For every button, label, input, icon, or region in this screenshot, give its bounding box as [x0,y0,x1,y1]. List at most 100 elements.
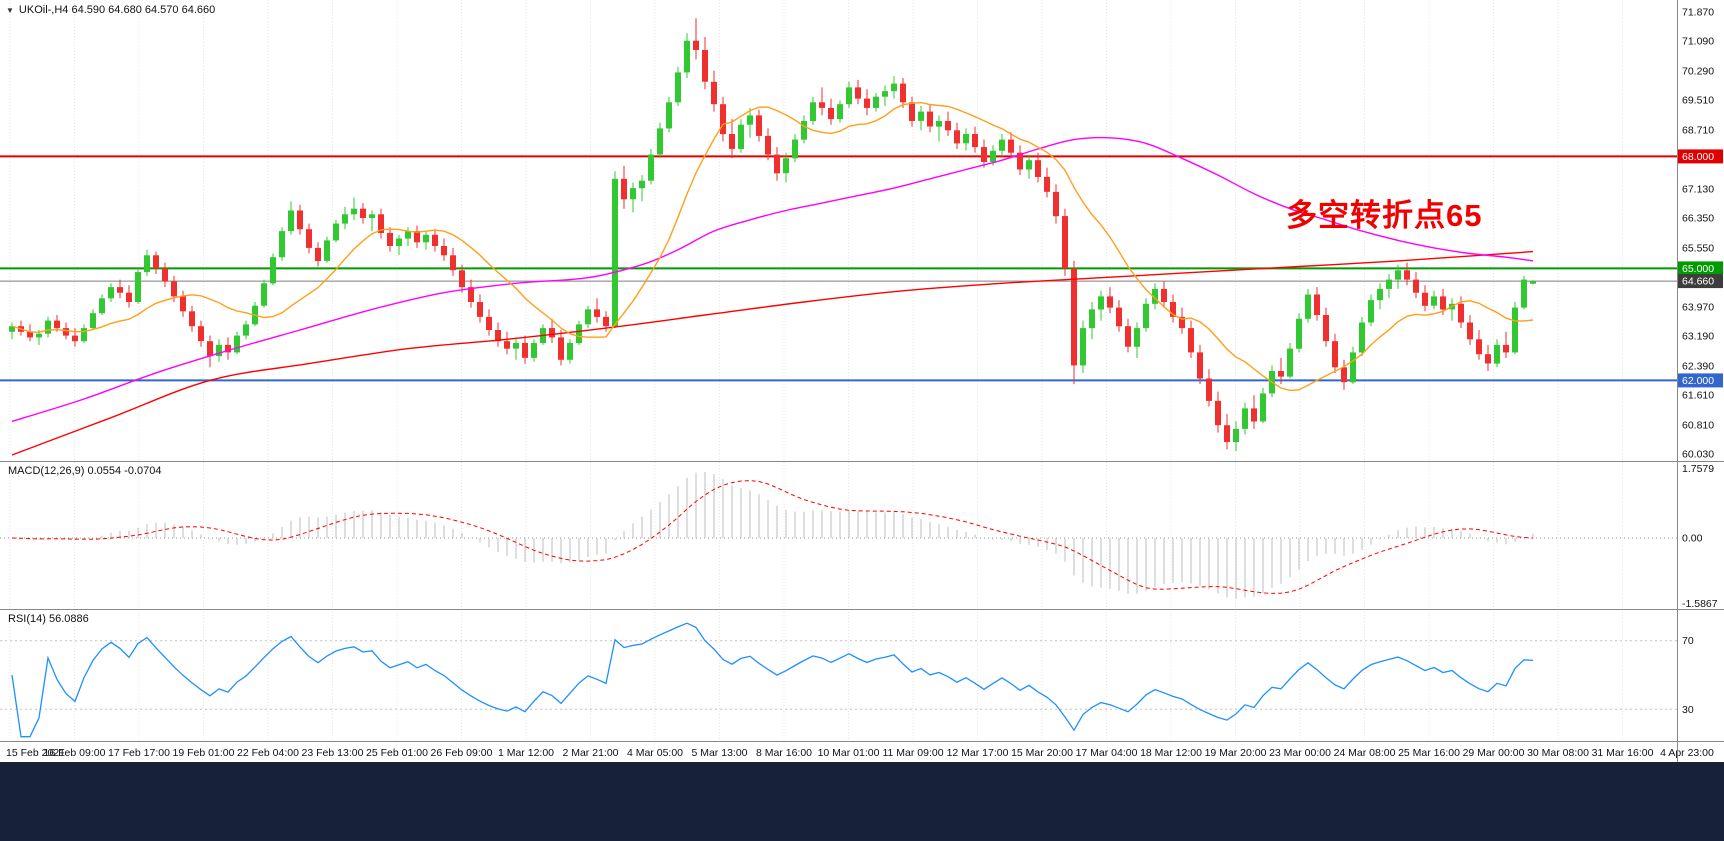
candle-body [828,107,834,120]
candle-body [1251,408,1257,422]
candle-body [1161,288,1167,302]
candle-body [774,154,780,174]
candle-body [1368,300,1374,323]
price-tick-label: 63.970 [1682,301,1714,313]
candle-body [1152,288,1158,304]
candle-body [153,255,159,269]
candle-body [351,208,357,215]
candle-body [909,102,915,121]
candle-body [954,130,960,144]
candle-body [36,333,42,338]
candle-body [882,91,888,97]
candle-body [1116,307,1122,327]
candle-body [612,178,618,327]
candle-body [576,324,582,344]
candle-body [630,188,636,200]
price-line-badge[interactable]: 68.000 [1678,149,1723,164]
rsi-line [11,622,1534,738]
candle-body [1278,371,1284,377]
candle-body [522,343,528,358]
candle-body [360,208,366,218]
ma-slow-line [11,250,1534,456]
candle-body [1080,328,1086,366]
candle-body [432,234,438,246]
price-line-badge[interactable]: 64.660 [1678,274,1723,289]
time-tick-label: 24 Mar 08:00 [1334,747,1396,759]
time-tick-label: 12 Mar 17:00 [947,747,1009,759]
candle-body [684,40,690,73]
candle-body [504,341,510,349]
time-tick-label: 22 Feb 04:00 [237,747,299,759]
candle-body [126,292,132,302]
candle-body [585,309,591,325]
candle-body [1053,191,1059,217]
candle-body [423,234,429,243]
candle-body [1071,268,1077,366]
candle-body [1323,315,1329,342]
price-tick-label: 60.030 [1682,448,1714,460]
svg-text:62.000: 62.000 [1682,375,1714,387]
candle-body [603,316,609,327]
time-tick-label: 18 Mar 12:00 [1140,747,1202,759]
candle-body [1467,322,1473,340]
candle-body [1476,339,1482,355]
candle-body [369,214,375,218]
time-tick-label: 15 Mar 20:00 [1011,747,1073,759]
candle-body [711,81,717,105]
candle-body [1044,176,1050,192]
candle-body [1359,322,1365,353]
chart-collapse-icon[interactable]: ▼ [6,5,14,15]
price-chart[interactable]: 71.87071.09070.29069.51068.71067.93067.1… [0,0,1724,762]
price-line-badge[interactable]: 62.000 [1678,373,1723,388]
time-tick-label: 19 Feb 01:00 [173,747,235,759]
price-line-badge[interactable]: 65.000 [1678,261,1723,276]
candle-body [675,72,681,103]
candle-body [1233,428,1239,442]
candle-body [819,102,825,108]
candle-body [945,121,951,131]
candle-body [1062,216,1068,269]
candle-body [1332,341,1338,368]
rsi-tick-label: 30 [1682,704,1694,716]
candle-body [1503,344,1509,353]
candle-body [837,104,843,120]
time-tick-label: 17 Mar 04:00 [1076,747,1138,759]
macd-tick-label: 0.00 [1682,533,1703,545]
candle-body [63,328,69,336]
candle-body [1026,160,1032,170]
time-tick-label: 30 Mar 08:00 [1527,747,1589,759]
macd-tick-label: 1.7579 [1682,463,1714,475]
time-tick-label: 2 Mar 21:00 [562,747,618,759]
candle-body [765,135,771,155]
price-tick-label: 70.290 [1682,65,1714,77]
time-gridlines [9,0,1688,741]
time-tick-label: 11 Mar 09:00 [882,747,943,759]
price-tick-label: 71.090 [1682,36,1714,48]
candle-body [189,311,195,327]
time-tick-label: 4 Apr 23:00 [1660,747,1714,759]
candle-body [990,150,996,162]
candle-body [1404,270,1410,280]
candle-body [1206,378,1212,401]
price-tick-label: 67.130 [1682,183,1714,195]
candle-body [234,335,240,353]
macd-indicator-label: MACD(12,26,9) 0.0554 -0.0704 [8,465,162,477]
time-tick-label: 31 Mar 16:00 [1592,747,1654,759]
macd-panel [0,472,1677,599]
candle-body [1458,303,1464,323]
candle-body [72,335,78,342]
candles-layer [9,18,1536,452]
candle-body [567,343,573,360]
candle-body [108,287,114,299]
candle-body [477,302,483,317]
candle-body [90,313,96,329]
price-tick-label: 66.350 [1682,213,1714,225]
candle-body [1179,316,1185,329]
time-tick-label: 23 Feb 13:00 [302,747,364,759]
candle-body [54,320,60,329]
candle-body [891,83,897,92]
candle-body [747,115,753,125]
candle-body [117,287,123,293]
time-tick-label: 16 Feb 09:00 [44,747,106,759]
rsi-indicator-label: RSI(14) 56.0886 [8,613,89,625]
